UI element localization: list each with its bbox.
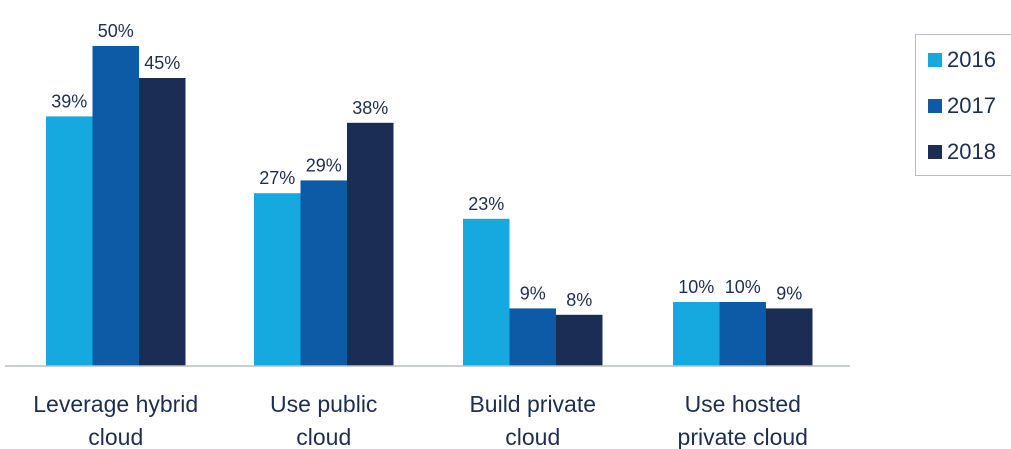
bar-2017-cat3 bbox=[719, 302, 766, 366]
value-label-2018-cat1: 38% bbox=[352, 98, 388, 118]
legend-label-2016: 2016 bbox=[947, 47, 996, 72]
category-label-1: Use public cloud bbox=[270, 391, 377, 449]
bar-2016-cat0 bbox=[46, 116, 93, 367]
legend-item-2017: 2017 bbox=[928, 91, 996, 121]
legend-item-2018: 2018 bbox=[928, 137, 996, 167]
value-label-2017-cat2: 9% bbox=[520, 283, 546, 303]
value-label-2016-cat3: 10% bbox=[678, 277, 714, 297]
value-label-2017-cat0: 50% bbox=[98, 21, 134, 41]
legend-label-2018: 2018 bbox=[947, 139, 996, 164]
value-label-2017-cat1: 29% bbox=[306, 155, 342, 175]
category-label-2-line0: Build private bbox=[469, 391, 596, 417]
category-label-3-line1: private cloud bbox=[678, 424, 808, 449]
category-label-0: Leverage hybrid cloud bbox=[33, 391, 198, 449]
legend-label-2017: 2017 bbox=[947, 93, 996, 118]
legend-swatch-2016 bbox=[928, 53, 942, 67]
bar-2018-cat3 bbox=[766, 308, 813, 366]
value-label-2017-cat3: 10% bbox=[725, 277, 761, 297]
bar-2016-cat2 bbox=[463, 218, 510, 366]
bars-group bbox=[46, 46, 813, 367]
value-label-2016-cat1: 27% bbox=[259, 168, 295, 188]
value-label-2016-cat0: 39% bbox=[51, 91, 87, 111]
category-label-0-line1: cloud bbox=[88, 424, 143, 449]
legend-swatch-2018 bbox=[928, 145, 942, 159]
value-label-2018-cat2: 8% bbox=[566, 290, 592, 310]
bar-2016-cat1 bbox=[254, 193, 301, 366]
legend-swatch-2017 bbox=[928, 99, 942, 113]
category-label-3-line0: Use hosted bbox=[685, 391, 801, 417]
value-label-2016-cat2: 23% bbox=[468, 194, 504, 214]
legend-item-2016: 2016 bbox=[928, 45, 996, 75]
category-label-2-line1: cloud bbox=[505, 424, 560, 449]
value-label-2018-cat3: 9% bbox=[776, 283, 802, 303]
value-labels-group: 39% 50% 45% 27% 29% 38% 23% 9% 8% 10% 10% 9% bbox=[51, 21, 802, 310]
bar-2018-cat0 bbox=[139, 78, 186, 366]
value-label-2018-cat0: 45% bbox=[144, 53, 180, 73]
category-label-1-line0: Use public bbox=[270, 391, 377, 417]
legend: 2016 2017 2018 bbox=[915, 34, 1011, 176]
category-label-2: Build private cloud bbox=[469, 391, 596, 449]
bar-2018-cat2 bbox=[556, 314, 603, 366]
bar-2018-cat1 bbox=[347, 122, 394, 366]
bar-2017-cat2 bbox=[509, 308, 556, 366]
category-label-3: Use hosted private cloud bbox=[678, 391, 808, 449]
category-label-1-line1: cloud bbox=[296, 424, 351, 449]
category-label-0-line0: Leverage hybrid bbox=[33, 391, 198, 417]
bar-2016-cat3 bbox=[673, 302, 720, 366]
bar-2017-cat1 bbox=[300, 180, 347, 366]
bar-2017-cat0 bbox=[92, 46, 139, 366]
